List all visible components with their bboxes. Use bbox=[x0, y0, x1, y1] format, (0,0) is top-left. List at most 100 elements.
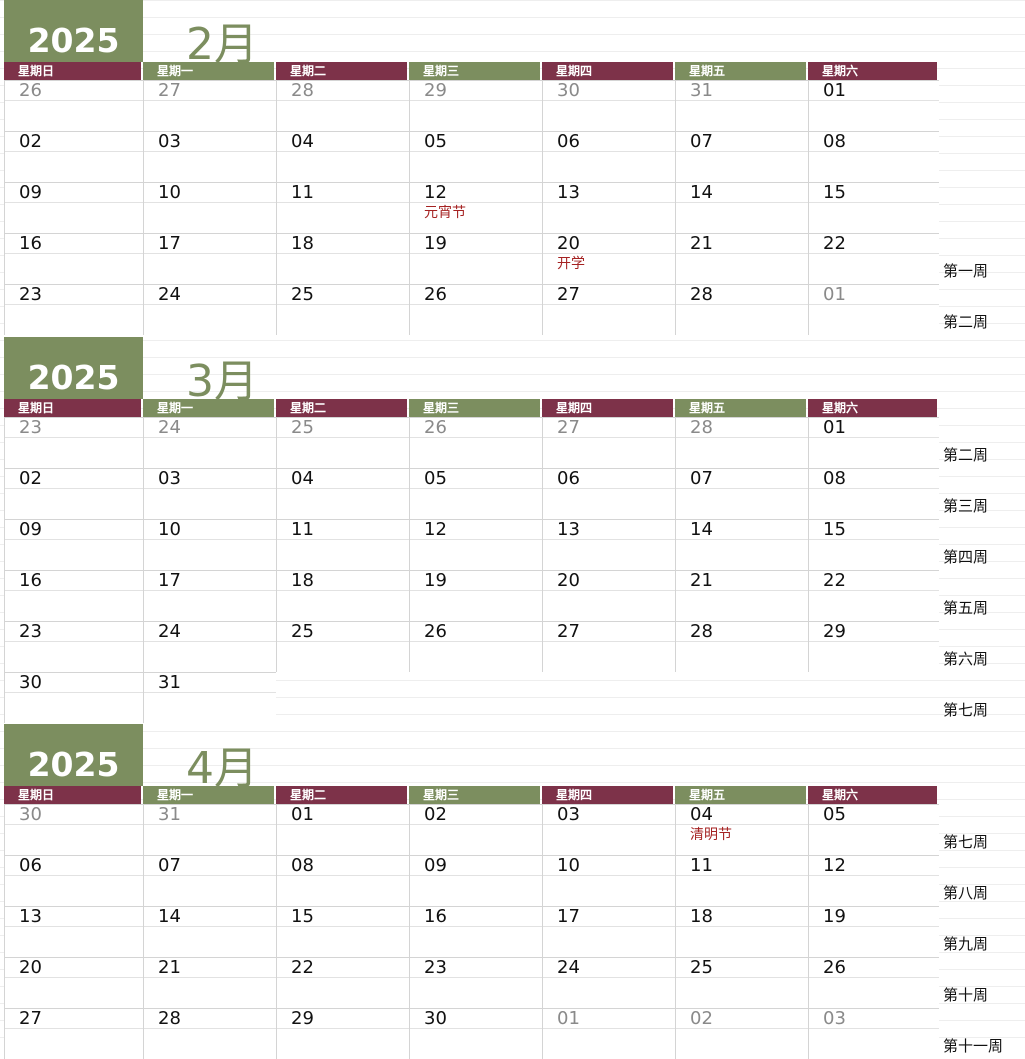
day-cell[interactable]: 10 bbox=[143, 182, 276, 233]
day-cell[interactable]: 07 bbox=[675, 131, 808, 182]
day-cell[interactable]: 26 bbox=[409, 621, 542, 672]
day-cell[interactable]: 17 bbox=[143, 233, 276, 284]
day-cell[interactable]: 26 bbox=[4, 80, 143, 131]
day-cell[interactable]: 01 bbox=[808, 284, 939, 335]
day-cell[interactable]: 14 bbox=[143, 906, 276, 957]
day-cell[interactable]: 28 bbox=[675, 284, 808, 335]
day-cell[interactable]: 30 bbox=[409, 1008, 542, 1059]
day-cell[interactable]: 23 bbox=[4, 621, 143, 672]
day-cell[interactable]: 06 bbox=[4, 855, 143, 906]
day-cell[interactable]: 12 元宵节 bbox=[409, 182, 542, 233]
day-cell[interactable]: 27 bbox=[542, 417, 675, 468]
day-cell[interactable]: 19 bbox=[409, 570, 542, 621]
day-cell[interactable]: 23 bbox=[409, 957, 542, 1008]
day-cell[interactable]: 03 bbox=[542, 804, 675, 855]
day-cell[interactable]: 24 bbox=[542, 957, 675, 1008]
day-cell[interactable]: 13 bbox=[542, 182, 675, 233]
day-cell[interactable]: 05 bbox=[808, 804, 939, 855]
day-cell[interactable]: 25 bbox=[675, 957, 808, 1008]
day-cell[interactable]: 15 bbox=[808, 182, 939, 233]
day-cell[interactable]: 09 bbox=[4, 182, 143, 233]
day-cell[interactable]: 15 bbox=[276, 906, 409, 957]
day-cell[interactable]: 08 bbox=[808, 131, 939, 182]
day-cell[interactable]: 29 bbox=[808, 621, 939, 672]
day-cell[interactable]: 24 bbox=[143, 621, 276, 672]
day-cell[interactable]: 27 bbox=[542, 621, 675, 672]
day-cell[interactable]: 17 bbox=[542, 906, 675, 957]
day-cell[interactable]: 21 bbox=[143, 957, 276, 1008]
day-cell[interactable]: 02 bbox=[4, 468, 143, 519]
day-cell[interactable]: 26 bbox=[409, 417, 542, 468]
day-cell[interactable]: 12 bbox=[808, 855, 939, 906]
day-cell[interactable]: 06 bbox=[542, 468, 675, 519]
day-cell[interactable]: 26 bbox=[808, 957, 939, 1008]
day-cell[interactable]: 18 bbox=[675, 906, 808, 957]
day-cell[interactable]: 23 bbox=[4, 284, 143, 335]
day-cell[interactable]: 31 bbox=[675, 80, 808, 131]
day-cell[interactable]: 22 bbox=[808, 233, 939, 284]
day-cell[interactable]: 24 bbox=[143, 417, 276, 468]
day-cell[interactable]: 23 bbox=[4, 417, 143, 468]
day-cell[interactable]: 10 bbox=[143, 519, 276, 570]
day-cell[interactable]: 20 开学 bbox=[542, 233, 675, 284]
day-cell[interactable]: 19 bbox=[409, 233, 542, 284]
day-cell[interactable]: 30 bbox=[542, 80, 675, 131]
day-cell[interactable]: 22 bbox=[276, 957, 409, 1008]
day-cell[interactable]: 31 bbox=[143, 804, 276, 855]
day-cell[interactable]: 30 bbox=[4, 804, 143, 855]
day-cell[interactable]: 02 bbox=[4, 131, 143, 182]
day-cell[interactable]: 08 bbox=[276, 855, 409, 906]
day-cell[interactable]: 28 bbox=[675, 621, 808, 672]
day-cell[interactable]: 05 bbox=[409, 131, 542, 182]
day-cell[interactable]: 12 bbox=[409, 519, 542, 570]
day-cell[interactable]: 11 bbox=[276, 182, 409, 233]
day-cell[interactable]: 17 bbox=[143, 570, 276, 621]
day-cell[interactable]: 07 bbox=[675, 468, 808, 519]
day-cell[interactable]: 11 bbox=[675, 855, 808, 906]
day-cell[interactable]: 21 bbox=[675, 570, 808, 621]
day-cell[interactable]: 27 bbox=[542, 284, 675, 335]
day-cell[interactable]: 20 bbox=[4, 957, 143, 1008]
day-cell[interactable]: 01 bbox=[808, 417, 939, 468]
day-cell[interactable]: 13 bbox=[4, 906, 143, 957]
day-cell[interactable]: 09 bbox=[4, 519, 143, 570]
day-cell[interactable]: 24 bbox=[143, 284, 276, 335]
day-cell[interactable]: 29 bbox=[276, 1008, 409, 1059]
day-cell[interactable]: 01 bbox=[276, 804, 409, 855]
day-cell[interactable]: 29 bbox=[409, 80, 542, 131]
day-cell[interactable]: 10 bbox=[542, 855, 675, 906]
day-cell[interactable]: 15 bbox=[808, 519, 939, 570]
day-cell[interactable]: 02 bbox=[409, 804, 542, 855]
day-cell[interactable]: 26 bbox=[409, 284, 542, 335]
day-cell[interactable]: 04 清明节 bbox=[675, 804, 808, 855]
day-cell[interactable]: 21 bbox=[675, 233, 808, 284]
day-cell[interactable]: 25 bbox=[276, 621, 409, 672]
day-cell[interactable]: 14 bbox=[675, 519, 808, 570]
day-cell[interactable]: 28 bbox=[276, 80, 409, 131]
day-cell[interactable]: 05 bbox=[409, 468, 542, 519]
day-cell[interactable]: 08 bbox=[808, 468, 939, 519]
day-cell[interactable]: 03 bbox=[143, 131, 276, 182]
day-cell[interactable]: 19 bbox=[808, 906, 939, 957]
day-cell[interactable]: 27 bbox=[143, 80, 276, 131]
day-cell[interactable]: 02 bbox=[675, 1008, 808, 1059]
day-cell[interactable]: 28 bbox=[143, 1008, 276, 1059]
day-cell[interactable]: 04 bbox=[276, 468, 409, 519]
day-cell[interactable]: 03 bbox=[143, 468, 276, 519]
day-cell[interactable]: 04 bbox=[276, 131, 409, 182]
day-cell[interactable]: 13 bbox=[542, 519, 675, 570]
day-cell[interactable]: 20 bbox=[542, 570, 675, 621]
day-cell[interactable]: 25 bbox=[276, 417, 409, 468]
day-cell[interactable]: 03 bbox=[808, 1008, 939, 1059]
day-cell[interactable]: 11 bbox=[276, 519, 409, 570]
day-cell[interactable]: 27 bbox=[4, 1008, 143, 1059]
day-cell[interactable]: 16 bbox=[4, 233, 143, 284]
day-cell[interactable]: 22 bbox=[808, 570, 939, 621]
day-cell[interactable]: 31 bbox=[143, 672, 276, 723]
day-cell[interactable]: 16 bbox=[409, 906, 542, 957]
day-cell[interactable]: 18 bbox=[276, 570, 409, 621]
day-cell[interactable]: 16 bbox=[4, 570, 143, 621]
day-cell[interactable]: 01 bbox=[808, 80, 939, 131]
day-cell[interactable]: 28 bbox=[675, 417, 808, 468]
day-cell[interactable]: 09 bbox=[409, 855, 542, 906]
